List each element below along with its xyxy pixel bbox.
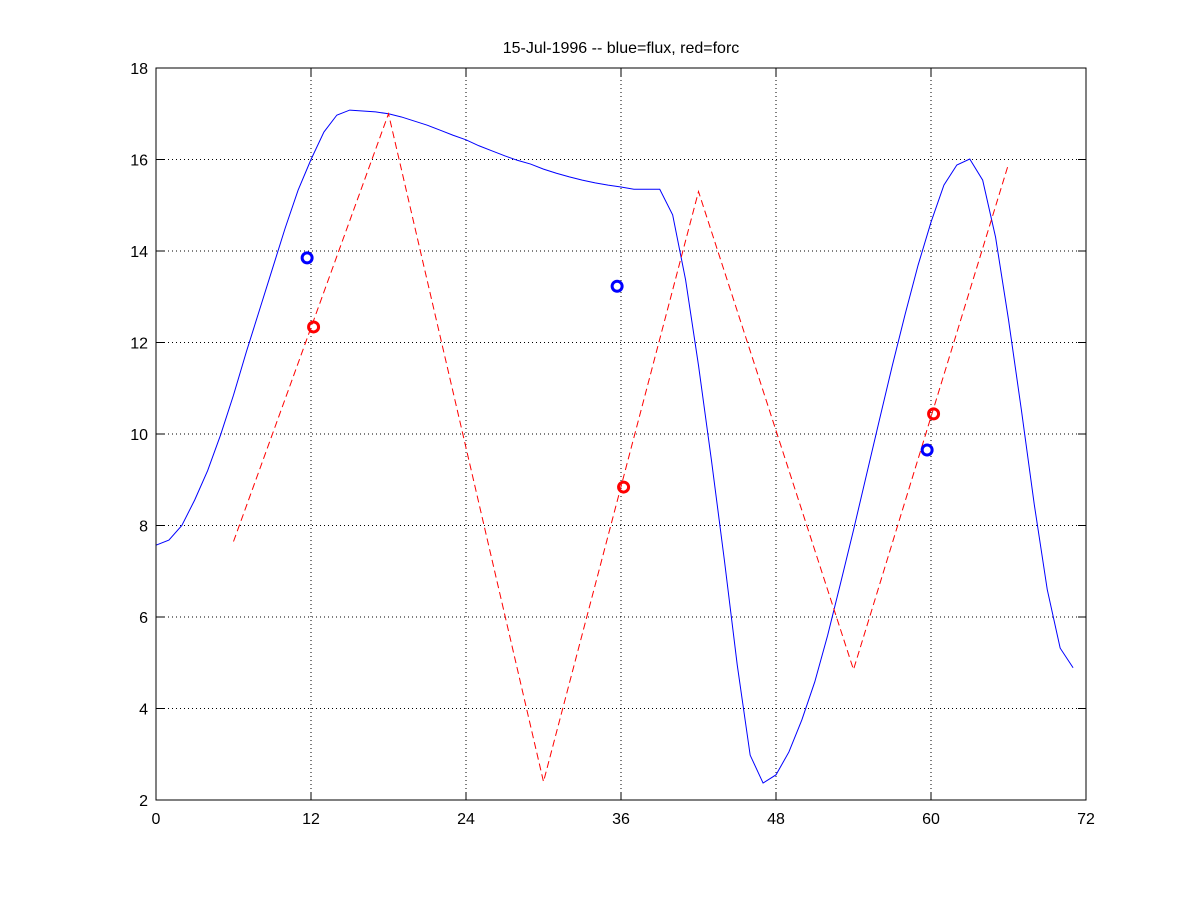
x-tick-label: 60 [922, 811, 940, 828]
x-tick-label: 36 [612, 811, 630, 828]
y-tick-label: 12 [130, 336, 148, 353]
marker-flux-obs [610, 279, 624, 293]
series-group [155, 109, 1074, 784]
series-line-forc [233, 111, 1009, 782]
y-tick-label: 6 [139, 610, 148, 627]
marker-flux-obs [920, 443, 934, 457]
marker-forc-obs [617, 480, 631, 494]
chart-title: 15-Jul-1996 -- blue=flux, red=forc [503, 40, 740, 57]
y-tick-label: 2 [139, 793, 148, 810]
y-tick-label: 4 [139, 702, 148, 719]
y-tick-label: 8 [139, 519, 148, 536]
grid [156, 68, 1086, 800]
y-tick-label: 14 [130, 244, 148, 261]
x-tick-label: 0 [152, 811, 161, 828]
marker-forc-obs [307, 320, 321, 334]
series-line-flux [155, 109, 1074, 784]
y-tick-label: 16 [130, 153, 148, 170]
y-tick-label: 10 [130, 427, 148, 444]
x-tick-label: 48 [767, 811, 785, 828]
y-tick-label: 18 [130, 61, 148, 78]
marker-forc-obs [927, 407, 941, 421]
x-tick-label: 72 [1077, 811, 1095, 828]
marker-flux-obs [300, 251, 314, 265]
x-tick-label: 24 [457, 811, 475, 828]
x-tick-label: 12 [302, 811, 320, 828]
